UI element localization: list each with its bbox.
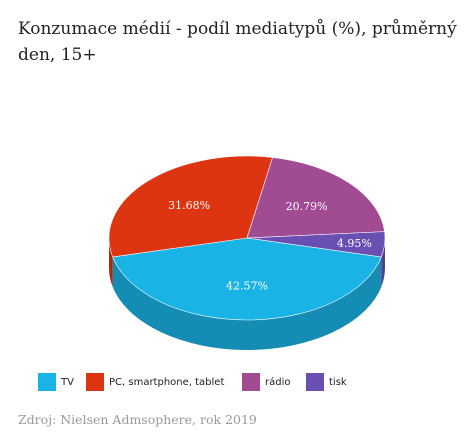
legend-label: PC, smartphone, tablet: [109, 376, 225, 388]
pie-slice-3[interactable]: [246, 231, 386, 258]
legend-label: tisk: [329, 376, 347, 388]
pie-side-1: [109, 238, 113, 287]
legend-swatch: [86, 373, 104, 391]
legend-swatch: [306, 373, 324, 391]
pie-side-0: [112, 256, 382, 351]
legend-label: rádio: [265, 376, 291, 388]
legend-item-3[interactable]: tisk: [306, 373, 347, 391]
pie-side-walls: [109, 238, 386, 351]
pie-slice-1[interactable]: [108, 155, 274, 258]
pie-slice-2[interactable]: [246, 157, 385, 239]
pie-label-1: 31.68%: [168, 199, 210, 212]
legend-item-2[interactable]: rádio: [242, 373, 290, 391]
chart-legend: TV PC, smartphone, tablet rádio tisk: [38, 373, 458, 393]
pie-label-3: 4.95%: [337, 237, 372, 250]
pie-slice-0[interactable]: [112, 237, 382, 321]
pie-label-2: 20.79%: [286, 200, 328, 213]
legend-item-0[interactable]: TV: [38, 373, 74, 391]
source-note: Zdroj: Nielsen Admsophere, rok 2019: [18, 412, 257, 427]
legend-item-1[interactable]: PC, smartphone, tablet: [86, 373, 224, 391]
chart-title: Konzumace médií - podíl mediatypů (%), p…: [18, 19, 457, 65]
legend-swatch: [242, 373, 260, 391]
pie-side-3: [381, 238, 386, 287]
pie-label-0: 42.57%: [226, 280, 268, 293]
legend-label: TV: [61, 376, 74, 388]
legend-swatch: [38, 373, 56, 391]
